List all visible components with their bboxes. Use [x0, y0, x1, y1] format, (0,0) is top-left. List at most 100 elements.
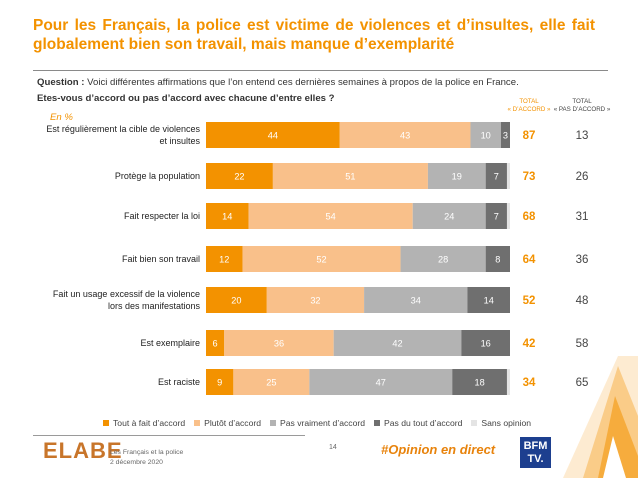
total-disagree-value: 36 — [576, 254, 589, 266]
bar-value-label: 54 — [326, 212, 336, 222]
legend-swatch — [103, 420, 109, 426]
bar-value-label: 6 — [213, 339, 218, 349]
bfmtv-logo: BFM TV. — [520, 437, 551, 468]
bar-value-label: 19 — [452, 172, 462, 182]
slide-title: Pour les Français, la police est victime… — [33, 16, 595, 54]
legend-swatch — [194, 420, 201, 426]
category-label: Protège la population — [115, 171, 200, 181]
bar-segment-pas-du-tout — [485, 163, 507, 189]
bar-value-label: 36 — [274, 339, 284, 349]
bar-segment-pas-vraiment — [470, 122, 501, 148]
category-label-line: lors des manifestations — [108, 301, 201, 311]
bar-segment-tout-a-fait — [206, 330, 225, 356]
total-disagree-value: 58 — [576, 338, 589, 350]
question-body: Voici différentes affirmations que l’on … — [87, 77, 519, 88]
total-disagree-value: 31 — [576, 211, 589, 223]
bar-value-label: 20 — [231, 296, 241, 306]
bar-segment-pas-vraiment — [333, 330, 462, 356]
bar-segment-pas-du-tout — [485, 246, 510, 272]
bar-value-label: 7 — [494, 172, 499, 182]
total-agree-value: 34 — [523, 377, 536, 389]
total-agree-value: 42 — [523, 338, 536, 350]
bar-value-label: 7 — [494, 212, 499, 222]
legend-swatch — [270, 420, 276, 426]
chart-legend: Tout à fait d’accord Plutôt d’accord Pas v… — [103, 418, 540, 428]
footer-source-date: 2 décembre 2020 — [110, 459, 163, 466]
total-agree-header-line1: TOTAL — [519, 98, 539, 105]
bar-segment-pas-vraiment — [427, 163, 486, 189]
total-disagree-value: 65 — [576, 377, 589, 389]
bar-value-label: 32 — [310, 296, 320, 306]
bar-segment-tout-a-fait — [206, 163, 273, 189]
total-agree-value: 64 — [523, 254, 536, 266]
legend-item-sans-opinion: Sans opinion — [471, 418, 531, 428]
category-label-line: et insultes — [159, 136, 200, 146]
bar-value-label: 43 — [400, 131, 410, 141]
bar-value-label: 22 — [234, 172, 244, 182]
total-agree-value: 87 — [523, 130, 536, 142]
category-label-line: Fait un usage excessif de la violence — [53, 289, 200, 299]
bar-value-label: 1 — [511, 212, 516, 222]
elabe-logo: ELABE — [43, 438, 123, 463]
bar-segment-tout-a-fait — [206, 122, 340, 148]
bar-segment-plutot — [242, 246, 401, 272]
bar-segment-tout-a-fait — [206, 287, 267, 313]
legend-item-plutot: Plutôt d’accord — [194, 418, 261, 428]
legend-label: Tout à fait d’accord — [113, 418, 186, 428]
category-label: Fait bien son travail — [122, 254, 200, 264]
category-label-line: Est régulièrement la cible de violences — [46, 124, 200, 134]
bar-segment-pas-vraiment — [412, 203, 486, 229]
legend-swatch — [471, 420, 478, 426]
bar-segment-plutot — [339, 122, 471, 148]
category-label: Est exemplaire — [140, 338, 200, 348]
legend-swatch — [374, 420, 381, 426]
opinion-hashtag: #Opinion en direct — [381, 442, 496, 457]
bar-segment-sans-opinion — [506, 203, 510, 229]
legend-label: Pas du tout d’accord — [384, 418, 463, 428]
bar-value-label: 52 — [316, 255, 326, 265]
total-agree-header-line2: « D’ACCORD » — [507, 106, 551, 113]
bar-segment-pas-vraiment — [364, 287, 468, 313]
title-divider — [33, 70, 608, 71]
bar-segment-plutot — [233, 369, 310, 395]
bar-value-label: 28 — [438, 255, 448, 265]
legend-label: Plutôt d’accord — [204, 418, 261, 428]
category-label-line: Fait respecter la loi — [124, 211, 200, 221]
bar-value-label: 25 — [266, 378, 276, 388]
bar-value-label: 12 — [219, 255, 229, 265]
category-label-line: Protège la population — [115, 171, 200, 181]
total-disagree-value: 13 — [576, 130, 589, 142]
bar-segment-tout-a-fait — [206, 203, 249, 229]
page-number: 14 — [329, 444, 337, 451]
bar-value-label: 9 — [217, 378, 222, 388]
bar-segment-pas-du-tout — [461, 330, 510, 356]
legend-item-pas-vraiment: Pas vraiment d’accord — [270, 418, 365, 428]
bar-value-label: 14 — [222, 212, 232, 222]
legend-label: Sans opinion — [481, 418, 532, 428]
category-label: Fait respecter la loi — [124, 211, 200, 221]
question-prefix: Question : — [37, 77, 85, 88]
bar-value-label: 18 — [474, 378, 484, 388]
total-disagree-header: TOTAL « PAS D’ACCORD » — [547, 98, 617, 114]
bar-value-label: 1 — [511, 172, 516, 182]
question-subtitle: Etes-vous d’accord ou pas d’accord avec … — [37, 93, 335, 104]
bar-value-label: 1 — [511, 378, 516, 388]
bar-value-label: 51 — [345, 172, 355, 182]
total-agree-value: 73 — [523, 171, 536, 183]
bar-segment-pas-vraiment — [309, 369, 453, 395]
category-label-line: Est exemplaire — [140, 338, 200, 348]
total-disagree-header-line1: TOTAL — [572, 98, 592, 105]
bar-segment-tout-a-fait — [206, 369, 234, 395]
question-text: Question : Voici différentes affirmation… — [37, 77, 519, 88]
bfmtv-logo-line1: BFM — [523, 440, 548, 452]
footer-source: Les Français et la police 2 décembre 202… — [110, 448, 183, 468]
bar-value-label: 3 — [503, 131, 508, 141]
bar-segment-pas-du-tout — [485, 203, 507, 229]
total-agree-value: 68 — [523, 211, 536, 223]
category-label-line: Fait bien son travail — [122, 254, 200, 264]
bar-segment-plutot — [248, 203, 413, 229]
bar-segment-pas-du-tout — [452, 369, 507, 395]
bar-segment-pas-du-tout — [500, 122, 510, 148]
total-disagree-value: 48 — [576, 295, 589, 307]
